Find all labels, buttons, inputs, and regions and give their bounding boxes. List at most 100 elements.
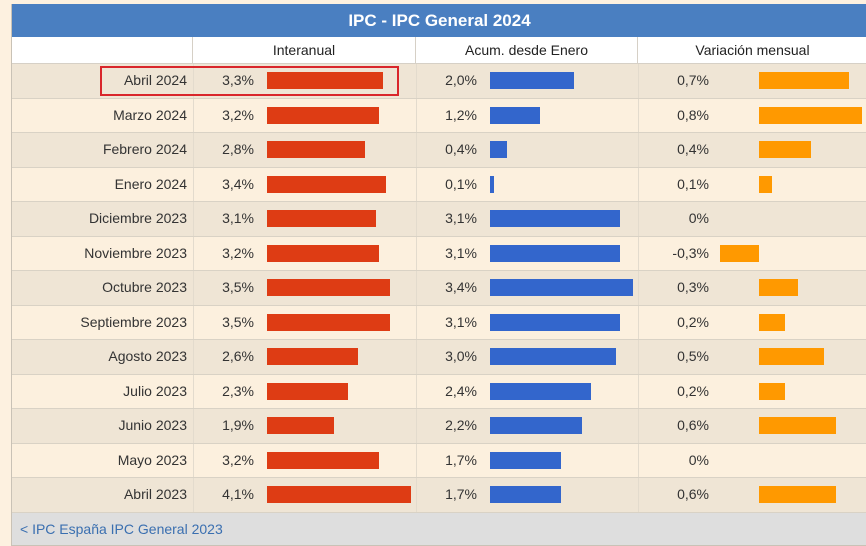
value-mensual: 0,3% [677,279,709,295]
value-mensual: 0,7% [677,72,709,88]
value-interanual: 3,5% [222,279,254,295]
cell-mensual: 0,3% [638,271,866,305]
bar-mensual [759,106,863,124]
bar-interanual [267,486,411,503]
bar-mensual [759,175,772,193]
value-acum: 1,2% [445,106,477,123]
header-period [12,37,193,63]
cell-mensual: 0,7% [638,64,866,98]
table-header-row: Interanual Acum. desde Enero Variación m… [12,37,866,64]
bar-mensual [720,244,759,262]
value-interanual: 4,1% [222,486,254,502]
value-interanual: 2,8% [222,141,254,157]
cell-acum: 0,4% [416,133,638,167]
value-acum: 2,0% [445,72,477,88]
bar-mensual [759,382,785,400]
row-period-label: Noviembre 2023 [84,244,187,261]
row-period-label: Mayo 2023 [117,451,187,468]
previous-year-link[interactable]: < IPC España IPC General 2023 [20,520,223,537]
value-acum: 3,1% [445,313,477,330]
bar-acum [490,244,621,262]
bar-acum [490,106,541,124]
bar-mensual [759,348,824,365]
bar-mensual [759,279,798,296]
bar-interanual [267,313,390,331]
bar-mensual [759,417,837,434]
value-acum: 3,1% [445,244,477,261]
value-interanual: 3,2% [222,106,254,123]
bar-interanual [267,382,348,400]
cell-mensual: -0,3% [638,236,866,270]
row-period-label: Febrero 2024 [102,141,187,157]
cell-mensual: 0,6% [638,409,866,443]
cell-mensual: 0,2% [638,305,866,339]
cell-acum: 1,2% [416,98,638,132]
bar-interanual [267,210,376,227]
cell-interanual: 3,3% [193,64,416,98]
cell-mensual: 0,4% [638,133,866,167]
value-mensual: 0,1% [677,175,709,192]
value-mensual: -0,3% [672,244,709,261]
cell-interanual: 2,6% [193,340,416,374]
table-row: Febrero 2024 2,8% 0,4% 0,4% [12,133,866,168]
bar-acum [490,348,616,365]
value-interanual: 3,2% [222,244,254,261]
value-mensual: 0,6% [677,417,709,433]
value-interanual: 3,3% [222,72,254,88]
table-row: Mayo 2023 3,2% 1,7% 0% [12,443,866,478]
bar-acum [490,141,507,158]
cell-acum: 3,1% [416,236,638,270]
value-interanual: 3,5% [222,313,254,330]
bar-acum [490,175,495,193]
table-row: Septiembre 2023 3,5% 3,1% 0,2% [12,305,866,340]
cell-acum: 2,4% [416,374,638,408]
table-row: Julio 2023 2,3% 2,4% 0,2% [12,374,866,409]
value-mensual: 0,5% [677,348,709,364]
value-mensual: 0,8% [677,106,709,123]
cell-acum: 3,0% [416,340,638,374]
table-row: Diciembre 2023 3,1% 3,1% 0% [12,202,866,237]
value-interanual: 2,6% [222,348,254,364]
row-period-label: Marzo 2024 [113,106,187,123]
cell-mensual: 0,6% [638,478,866,512]
table-row: Marzo 2024 3,2% 1,2% 0,8% [12,98,866,133]
header-mensual: Variación mensual [695,42,810,58]
bar-interanual [267,417,334,434]
value-interanual: 1,9% [222,417,254,433]
bar-interanual [267,279,390,296]
bar-interanual [267,141,365,158]
table-row: Enero 2024 3,4% 0,1% 0,1% [12,167,866,202]
value-interanual: 3,2% [222,451,254,468]
value-acum: 2,2% [445,417,477,433]
value-acum: 3,4% [445,279,477,295]
value-acum: 0,4% [445,141,477,157]
cell-acum: 3,1% [416,202,638,236]
value-acum: 3,0% [445,348,477,364]
value-interanual: 3,1% [222,210,254,226]
bar-mensual [759,313,785,331]
value-interanual: 3,4% [222,175,254,192]
row-period-label: Junio 2023 [118,417,187,433]
bar-acum [490,210,621,227]
cell-interanual: 1,9% [193,409,416,443]
cell-mensual: 0,1% [638,167,866,201]
value-acum: 3,1% [445,210,477,226]
table-row: Agosto 2023 2,6% 3,0% 0,5% [12,340,866,375]
row-period-label: Octubre 2023 [102,279,187,295]
table-row: Abril 2023 4,1% 1,7% 0,6% [12,478,866,513]
cell-mensual: 0,5% [638,340,866,374]
bar-acum [490,417,583,434]
cell-interanual: 3,4% [193,167,416,201]
cell-acum: 2,0% [416,64,638,98]
cell-mensual: 0,8% [638,98,866,132]
cell-acum: 1,7% [416,478,638,512]
cell-acum: 3,1% [416,305,638,339]
value-mensual: 0,6% [677,486,709,502]
row-period-label: Abril 2023 [123,486,187,502]
cell-interanual: 3,5% [193,305,416,339]
value-mensual: 0% [688,210,709,226]
cell-interanual: 3,2% [193,443,416,477]
bar-mensual [759,486,837,503]
bar-mensual [759,72,850,89]
value-acum: 1,7% [445,486,477,502]
